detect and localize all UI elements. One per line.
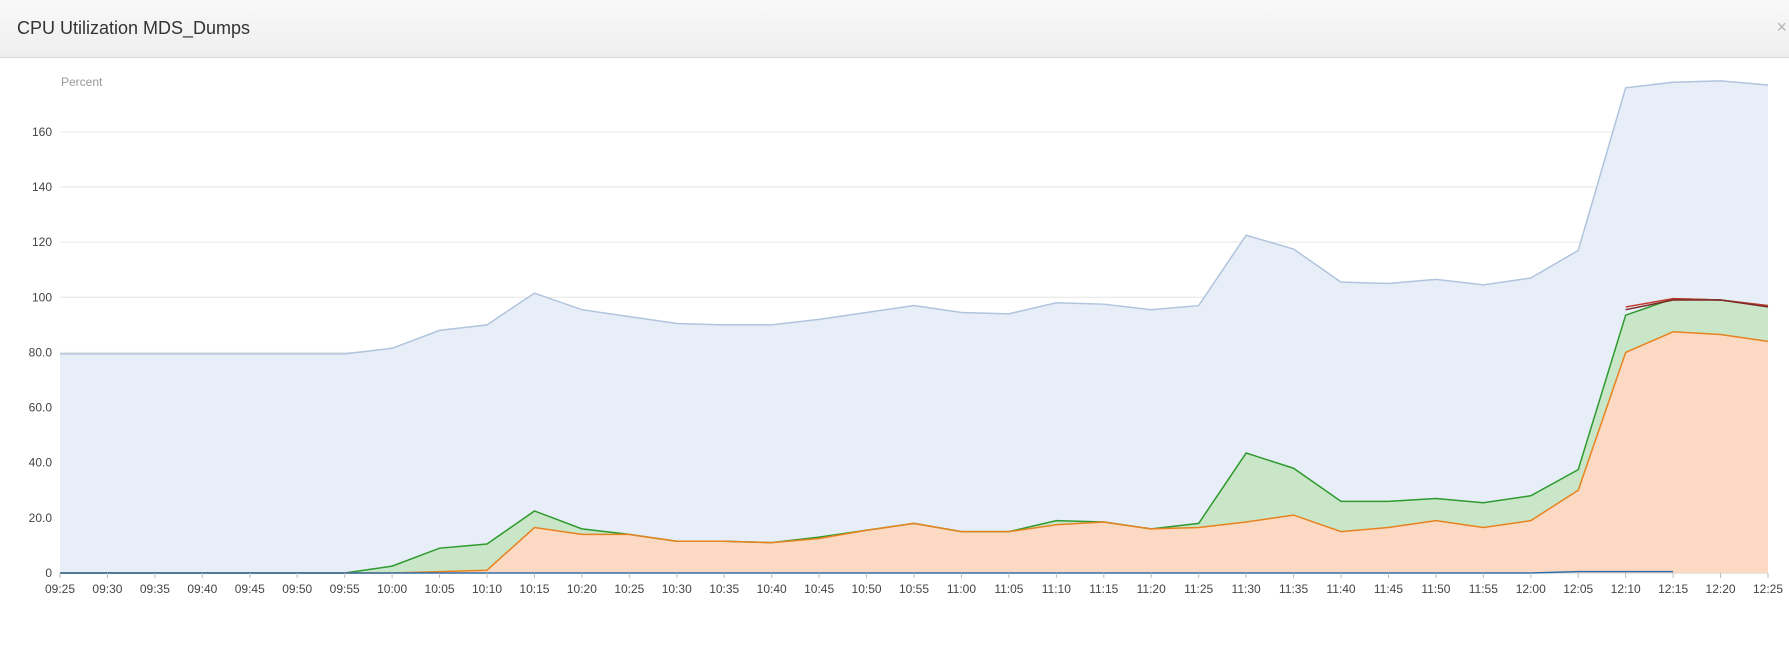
y-tick-label: 120 <box>32 235 52 249</box>
x-tick-label: 11:05 <box>994 582 1023 596</box>
x-tick-label: 09:25 <box>45 582 75 596</box>
panel-header: CPU Utilization MDS_Dumps × <box>0 0 1789 58</box>
x-tick-label: 09:45 <box>235 582 265 596</box>
x-tick-label: 12:00 <box>1516 582 1546 596</box>
x-tick-label: 09:35 <box>140 582 170 596</box>
x-tick-label: 12:05 <box>1563 582 1593 596</box>
x-tick-label: 11:10 <box>1042 582 1071 596</box>
x-tick-label: 10:55 <box>899 582 929 596</box>
x-tick-label: 10:05 <box>425 582 455 596</box>
y-axis-unit-label: Percent <box>61 75 103 89</box>
x-tick-label: 11:20 <box>1137 582 1166 596</box>
x-tick-label: 10:40 <box>757 582 787 596</box>
x-tick-label: 11:45 <box>1374 582 1403 596</box>
area-layer <box>60 80 1768 573</box>
cpu-utilization-chart: Percent 0 20.0 40.0 60.0 80.0 100 120 140 160 09… <box>29 75 1784 596</box>
x-tick-label: 11:55 <box>1469 582 1498 596</box>
x-tick-label: 09:50 <box>282 582 312 596</box>
y-tick-label: 20.0 <box>29 511 53 525</box>
x-tick-label: 11:30 <box>1232 582 1261 596</box>
y-tick-label: 0 <box>45 566 52 580</box>
x-tick-label: 11:40 <box>1326 582 1355 596</box>
x-tick-label: 12:10 <box>1611 582 1641 596</box>
close-icon[interactable]: × <box>1776 17 1787 37</box>
x-tick-label: 10:00 <box>377 582 407 596</box>
y-axis: 0 20.0 40.0 60.0 80.0 100 120 140 160 <box>29 125 53 580</box>
y-tick-label: 80.0 <box>29 345 53 359</box>
x-tick-label: 12:25 <box>1753 582 1783 596</box>
x-tick-label: 09:40 <box>187 582 217 596</box>
x-tick-label: 10:45 <box>804 582 834 596</box>
x-tick-label: 10:25 <box>614 582 644 596</box>
x-tick-label: 10:15 <box>519 582 549 596</box>
x-tick-label: 11:50 <box>1421 582 1450 596</box>
x-tick-label: 10:10 <box>472 582 502 596</box>
y-tick-label: 160 <box>32 125 52 139</box>
y-tick-label: 60.0 <box>29 401 53 415</box>
series-1-area <box>60 298 1768 573</box>
x-tick-label: 11:35 <box>1279 582 1308 596</box>
y-tick-label: 40.0 <box>29 456 53 470</box>
x-tick-label: 10:20 <box>567 582 597 596</box>
x-tick-label: 10:30 <box>662 582 692 596</box>
panel-title: CPU Utilization MDS_Dumps <box>17 18 251 38</box>
x-tick-label: 12:15 <box>1658 582 1688 596</box>
series-2-area <box>60 331 1768 573</box>
x-tick-label: 10:50 <box>852 582 882 596</box>
y-tick-label: 140 <box>32 180 52 194</box>
x-tick-label: 09:55 <box>330 582 360 596</box>
x-tick-label: 10:35 <box>709 582 739 596</box>
series-0-area <box>60 80 1768 573</box>
x-tick-label: 11:00 <box>947 582 976 596</box>
x-tick-label: 11:25 <box>1184 582 1213 596</box>
x-tick-label: 09:30 <box>92 582 122 596</box>
series-0-line <box>60 80 1769 355</box>
x-tick-label: 12:20 <box>1706 582 1736 596</box>
series-4-line <box>1625 299 1769 311</box>
y-tick-label: 100 <box>32 290 52 304</box>
x-axis: 09:25 09:30 09:35 09:40 09:45 09:50 09:55 10:00… <box>45 573 1783 596</box>
x-tick-label: 11:15 <box>1089 582 1118 596</box>
